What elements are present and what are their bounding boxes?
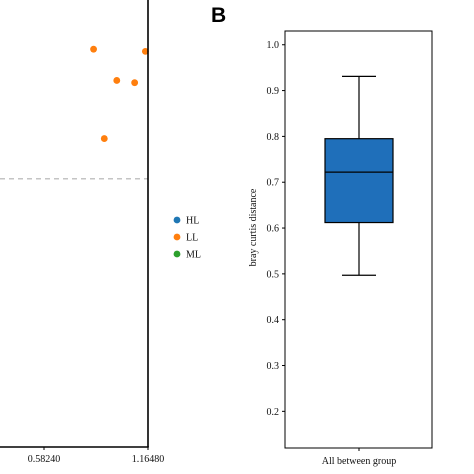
- y-tick-label: 0.2: [267, 407, 280, 418]
- panel-a-x-ticks: 0.58240 1.16480: [28, 447, 165, 465]
- y-tick-label: 0.7: [267, 178, 280, 189]
- y-tick-label: 0.9: [267, 86, 280, 97]
- y-tick-label: 0.6: [267, 224, 280, 235]
- legend-marker-hl: [173, 216, 181, 224]
- panel-b-y-ticks: 0.2 0.3 0.4 0.5 0.6 0.7 0.8 0.9 1.0: [267, 40, 285, 418]
- legend-marker-ml: [173, 250, 181, 258]
- legend-label-hl: HL: [186, 216, 199, 227]
- y-tick-label: 1.0: [267, 40, 280, 51]
- x-tick-label: 1.16480: [132, 454, 165, 465]
- y-tick-label: 0.3: [267, 361, 280, 372]
- scatter-points: [90, 45, 149, 142]
- point-ll-4: [100, 135, 108, 142]
- y-tick-label: 0.5: [267, 269, 280, 280]
- y-tick-label: 0.8: [267, 132, 280, 143]
- point-ll-2: [113, 77, 121, 84]
- point-ll-3: [131, 79, 139, 87]
- box-plot: [324, 75, 394, 276]
- y-tick-label: 0.4: [267, 315, 280, 326]
- point-ll-0: [90, 45, 97, 53]
- panel-b-label: B: [211, 4, 226, 27]
- box-iqr: [324, 138, 394, 224]
- x-category-label: All between group: [322, 456, 396, 467]
- legend-label-ml: ML: [186, 250, 201, 261]
- point-ll-1: [141, 48, 149, 55]
- panel-a-scatter: 0.58240 1.16480 HL LL ML: [0, 0, 201, 465]
- legend-label-ll: LL: [186, 233, 198, 244]
- panel-b-x-ticks: All between group: [322, 448, 396, 467]
- panel-b-boxplot: B 0.2 0.3 0.4 0.5 0.6 0.7 0.8 0.9 1.0 All betwee…: [211, 4, 433, 467]
- y-axis-title: bray curtis distance: [248, 188, 259, 266]
- x-tick-label: 0.58240: [28, 454, 61, 465]
- legend: HL LL ML: [173, 216, 201, 261]
- legend-marker-ll: [173, 233, 181, 241]
